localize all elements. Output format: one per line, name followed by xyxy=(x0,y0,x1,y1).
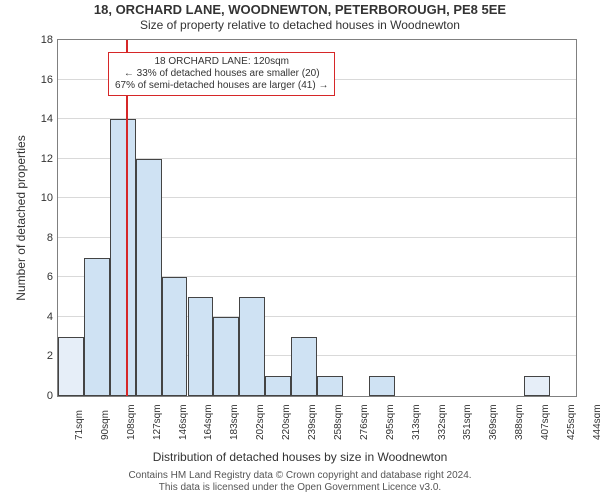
plot-area: 18 ORCHARD LANE: 120sqm ← 33% of detache… xyxy=(57,39,577,397)
histogram-bar xyxy=(239,297,265,396)
x-tick-label: 258sqm xyxy=(333,404,344,440)
x-tick-label: 276sqm xyxy=(359,404,370,440)
y-tick-label: 18 xyxy=(38,34,53,46)
x-tick-label: 388sqm xyxy=(514,404,525,440)
x-tick-label: 146sqm xyxy=(178,404,189,440)
histogram-bar xyxy=(291,337,317,396)
y-tick-label: 0 xyxy=(38,390,53,402)
x-tick-label: 351sqm xyxy=(462,404,473,440)
chart-title: 18, ORCHARD LANE, WOODNEWTON, PETERBOROU… xyxy=(0,2,600,18)
histogram-bar xyxy=(188,297,214,396)
attribution-line-1: Contains HM Land Registry data © Crown c… xyxy=(0,470,600,482)
x-tick-label: 127sqm xyxy=(152,404,163,440)
annotation-box: 18 ORCHARD LANE: 120sqm ← 33% of detache… xyxy=(108,52,335,96)
annotation-line-3: 67% of semi-detached houses are larger (… xyxy=(115,80,328,92)
y-tick-label: 6 xyxy=(38,271,53,283)
x-tick-label: 332sqm xyxy=(437,404,448,440)
x-tick-label: 295sqm xyxy=(385,404,396,440)
x-tick-label: 108sqm xyxy=(126,404,137,440)
x-tick-label: 164sqm xyxy=(203,404,214,440)
attribution-line-2: This data is licensed under the Open Gov… xyxy=(0,482,600,494)
chart-subtitle: Size of property relative to detached ho… xyxy=(0,18,600,33)
histogram-bar xyxy=(369,376,395,396)
histogram-bar xyxy=(213,317,239,396)
y-tick-label: 10 xyxy=(38,192,53,204)
x-tick-label: 220sqm xyxy=(281,404,292,440)
annotation-line-2: ← 33% of detached houses are smaller (20… xyxy=(115,68,328,80)
attribution: Contains HM Land Registry data © Crown c… xyxy=(0,470,600,494)
histogram-bar xyxy=(162,277,188,396)
x-tick-label: 425sqm xyxy=(566,404,577,440)
x-tick-label: 90sqm xyxy=(100,410,111,440)
x-tick-label: 407sqm xyxy=(540,404,551,440)
x-tick-label: 313sqm xyxy=(411,404,422,440)
x-tick-label: 444sqm xyxy=(592,404,600,440)
y-tick-label: 4 xyxy=(38,311,53,323)
y-tick-label: 12 xyxy=(38,153,53,165)
y-tick-label: 14 xyxy=(38,113,53,125)
x-tick-label: 71sqm xyxy=(74,410,85,440)
y-tick-label: 8 xyxy=(38,232,53,244)
histogram-bar xyxy=(317,376,343,396)
histogram-bar xyxy=(136,159,162,396)
x-axis-label: Distribution of detached houses by size … xyxy=(0,450,600,464)
annotation-line-1: 18 ORCHARD LANE: 120sqm xyxy=(115,56,328,68)
histogram-bar xyxy=(265,376,291,396)
histogram-bar xyxy=(84,258,110,396)
x-tick-label: 183sqm xyxy=(229,404,240,440)
chart-title-area: 18, ORCHARD LANE, WOODNEWTON, PETERBOROU… xyxy=(0,0,600,33)
histogram-bar xyxy=(58,337,84,396)
x-tick-label: 369sqm xyxy=(488,404,499,440)
histogram-bar xyxy=(110,119,136,396)
x-tick-label: 202sqm xyxy=(255,404,266,440)
y-tick-label: 16 xyxy=(38,74,53,86)
y-tick-label: 2 xyxy=(38,350,53,362)
x-tick-label: 239sqm xyxy=(307,404,318,440)
histogram-bar xyxy=(524,376,550,396)
gridline xyxy=(58,118,576,119)
